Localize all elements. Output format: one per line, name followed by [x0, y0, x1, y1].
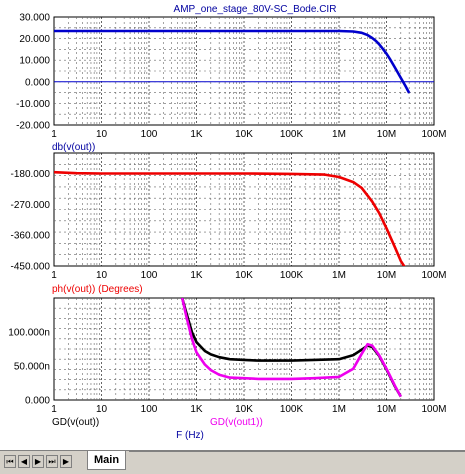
tab-main[interactable]: Main [87, 451, 127, 470]
y-tick-label: 20.000 [19, 34, 50, 45]
x-tick-label: 1K [190, 270, 203, 281]
series-label: ph(v(out)) (Degrees) [52, 284, 143, 295]
last-sheet-button[interactable]: ⏭ [46, 455, 58, 468]
series-label: GD(v(out1)) [210, 417, 263, 428]
x-tick-label: 100K [280, 270, 304, 281]
x-tick-label: 100K [280, 129, 304, 140]
y-tick-label: 0.000 [25, 77, 50, 88]
x-axis-label: F (Hz) [176, 430, 204, 441]
y-tick-label: 0.000 [25, 396, 50, 407]
x-tick-label: 10 [96, 404, 108, 415]
x-tick-label: 1K [190, 129, 203, 140]
y-tick-label: -20.000 [16, 121, 50, 132]
x-tick-label: 1M [332, 129, 346, 140]
y-tick-label: 30.000 [19, 13, 50, 24]
x-tick-label: 100K [280, 404, 304, 415]
x-tick-label: 100M [421, 404, 446, 415]
x-tick-label: 100M [421, 129, 446, 140]
y-tick-label: -10.000 [16, 99, 50, 110]
extra-nav-button[interactable]: ▶ [60, 455, 72, 468]
x-tick-label: 10K [235, 404, 253, 415]
y-tick-label: 10.000 [19, 56, 50, 67]
x-tick-label: 10M [377, 404, 396, 415]
x-tick-label: 100 [141, 270, 158, 281]
x-tick-label: 10M [377, 129, 396, 140]
plot-area: AMP_one_stage_80V-SC_Bode.CIR 30.000 20.0… [8, 4, 446, 441]
prev-icon: ◀ [20, 457, 28, 466]
x-tick-label: 10K [235, 270, 253, 281]
y-tick-label: 50.000n [14, 362, 50, 373]
bar-icon: ▶ [62, 457, 70, 466]
series-line [54, 29, 411, 94]
x-tick-label: 1 [51, 270, 57, 281]
series-label: GD(v(out)) [52, 417, 99, 428]
sheet-tab-bar: ⏮ ◀ ▶ ⏭ ▶ Main [0, 450, 465, 474]
y-tick-label: -180.000 [11, 169, 51, 180]
tab-divider [129, 451, 465, 452]
x-tick-label: 1K [190, 404, 203, 415]
x-tick-label: 100M [421, 270, 446, 281]
x-tick-label: 1M [332, 404, 346, 415]
x-tick-label: 1M [332, 270, 346, 281]
first-sheet-button[interactable]: ⏮ [4, 455, 16, 468]
series-line [54, 170, 406, 266]
x-tick-label: 1 [51, 404, 57, 415]
series-line [180, 298, 402, 398]
series-label: db(v(out)) [52, 142, 95, 153]
x-tick-label: 1 [51, 129, 57, 140]
x-tick-label: 10K [235, 129, 253, 140]
prev-sheet-button[interactable]: ◀ [18, 455, 30, 468]
y-tick-label: -360.000 [11, 231, 51, 242]
last-icon: ⏭ [48, 457, 56, 466]
next-icon: ▶ [34, 457, 42, 466]
y-tick-label: -450.000 [11, 262, 51, 273]
y-tick-label: -270.000 [11, 200, 51, 211]
x-tick-label: 10 [96, 270, 108, 281]
next-sheet-button[interactable]: ▶ [32, 455, 44, 468]
x-tick-label: 10 [96, 129, 108, 140]
chart-title: AMP_one_stage_80V-SC_Bode.CIR [174, 4, 337, 15]
first-icon: ⏮ [6, 457, 14, 466]
y-tick-label: 100.000n [8, 328, 50, 339]
x-tick-label: 10M [377, 270, 396, 281]
x-tick-label: 100 [141, 404, 158, 415]
x-tick-label: 100 [141, 129, 158, 140]
